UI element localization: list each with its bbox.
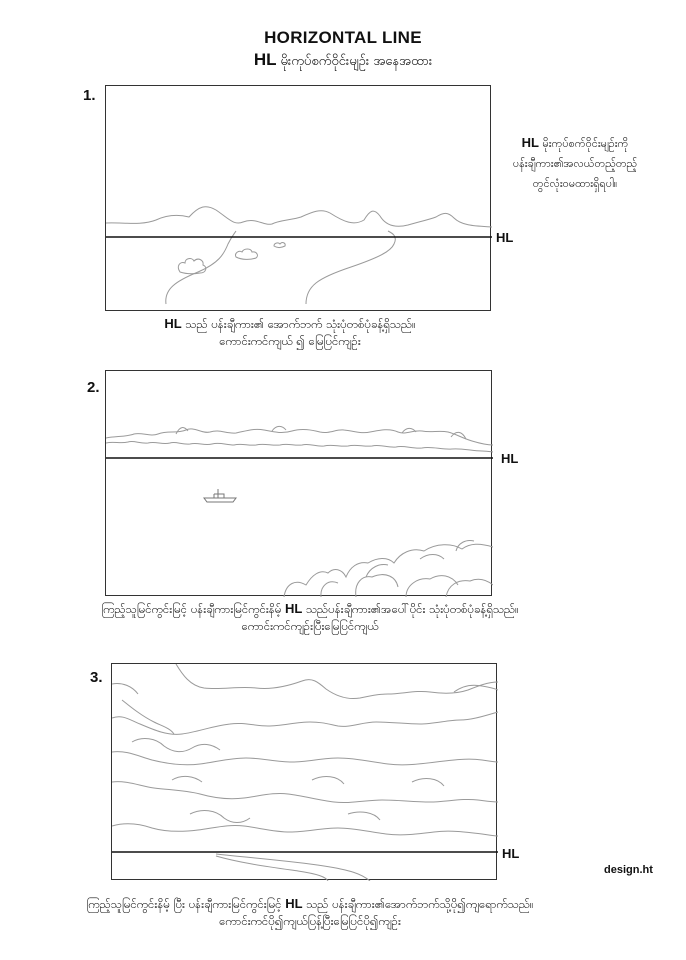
- panel-3-caption-text2: သည် ပန်းချီကား၏အောက်ဘက်သို့ပို၍ကျရောက်သည…: [306, 897, 534, 911]
- panel-3-caption-line2: ကောင်းကင်ပို၍ကျယ်ပြန့်ပြီးမြေပြင်ပို၍ကျဉ…: [219, 914, 401, 928]
- panel-1-caption-text: သည် ပန်းချီကား၏ အောက်ဘက် သုံးပုံတစ်ပုံခန…: [185, 317, 416, 331]
- credit-text: design.ht: [604, 864, 653, 876]
- panel-3-caption-line1: ကြည့်သူမြင်ကွင်းနိမ့် ပြီး ပန်းချီကားမြင…: [30, 895, 590, 913]
- panel-3-cloud-3b: [131, 738, 221, 753]
- panel-1-hl-label: HL: [496, 230, 514, 245]
- panel-3-cloud-3: [112, 751, 498, 766]
- panel-3-cloud-4b: [171, 775, 445, 787]
- panel-1-road-left: [165, 230, 237, 305]
- panel-2-caption-text2: သည်ပန်းချီကား၏အပေါ်ပိုင်း သုံးပုံတစ်ပုံခ…: [305, 602, 519, 616]
- panel-3-cloud-2: [112, 711, 498, 735]
- panel-2-number: 2.: [87, 379, 100, 396]
- panel-3-caption: ကြည့်သူမြင်ကွင်းနိမ့် ပြီး ပန်းချီကားမြင…: [30, 895, 590, 930]
- side-note-hl-prefix: HL: [521, 135, 539, 150]
- panel-1-caption: HL သည် ပန်းချီကား၏ အောက်ဘက် သုံးပုံတစ်ပု…: [80, 315, 500, 350]
- panel-2-treeline: [106, 440, 493, 453]
- panel-2-ridge: [175, 425, 467, 440]
- panel-3-cloud-1b: [112, 683, 139, 695]
- panel-1-shrub-right: [235, 248, 258, 260]
- side-note-line2: ပန်းချီကား၏အလယ်တည့်တည့်: [512, 157, 638, 170]
- panel-2-caption: ကြည့်သူမြင်ကွင်းမြင့် ပန်းချီကားမြင်ကွင်…: [40, 600, 580, 635]
- panel-3-drawing: [111, 663, 498, 881]
- panel-3-cloud-5: [112, 823, 498, 837]
- panel-1-mountains: [106, 206, 492, 228]
- panel-1-number: 1.: [83, 87, 96, 104]
- panel-3-river-bottom: [215, 855, 329, 881]
- panel-2-caption-line2: ကောင်းကင်ကျဉ်းပြီးမြေပြင်ကျယ်: [241, 619, 379, 633]
- panel-3-illustration: [112, 664, 498, 881]
- panel-2-illustration: [106, 425, 493, 597]
- page-title: HORIZONTAL LINE: [264, 28, 422, 47]
- panel-2-caption-text1: ကြည့်သူမြင်ကွင်းမြင့် ပန်းချီကားမြင်ကွင်…: [101, 602, 282, 616]
- panel-2-hills: [106, 428, 493, 446]
- panel-2-caption-hl: HL: [284, 601, 303, 616]
- panel-3-caption-hl: HL: [285, 896, 303, 911]
- side-note: HL မိုးကုပ်စက်ဝိုင်းမျဉ်းကို ပန်းချီကား၏…: [490, 133, 660, 194]
- panel-2-rocks: [283, 540, 493, 597]
- subtitle-hl-prefix: HL: [253, 50, 277, 69]
- panel-3-cloud-wisp: [453, 684, 498, 693]
- subtitle-text: မိုးကုပ်စက်ဝိုင်းမျဉ်း အနေအထား: [280, 54, 433, 69]
- panel-2-drawing: [105, 370, 493, 597]
- panel-3-cloud-1: [175, 664, 498, 699]
- panel-1-road-right: [305, 230, 396, 305]
- panel-2-boat: [203, 489, 237, 503]
- panel-3-cloud-5b: [189, 810, 381, 823]
- panel-1-shrub-left: [177, 258, 207, 275]
- panel-1-illustration: [106, 206, 492, 305]
- panel-1-drawing: [105, 85, 492, 311]
- panel-2-hl-label: HL: [501, 451, 519, 466]
- panel-3-river-top: [215, 853, 371, 881]
- panel-3-caption-text1: ကြည့်သူမြင်ကွင်းနိမ့် ပြီး ပန်းချီကားမြင…: [86, 897, 282, 911]
- page-subtitle: HL မိုးကုပ်စက်ဝိုင်းမျဉ်း အနေအထား: [0, 50, 686, 72]
- panel-3-hl-label: HL: [502, 846, 520, 861]
- panel-1-caption-line2: ကောင်းကင်ကျယ် ၍ မြေပြင်ကျဉ်း: [219, 334, 361, 348]
- side-note-line1: HL မိုးကုပ်စက်ဝိုင်းမျဉ်းကို: [490, 133, 660, 154]
- side-note-text1: မိုးကုပ်စက်ဝိုင်းမျဉ်းကို: [542, 137, 629, 150]
- panel-1-caption-line1: HL သည် ပန်းချီကား၏ အောက်ဘက် သုံးပုံတစ်ပု…: [80, 315, 500, 333]
- side-note-line3: တွင်လုံးဝမထားရှိရပါ။: [532, 177, 618, 190]
- panel-1-caption-hl: HL: [164, 316, 182, 331]
- panel-3-cloud-2b: [121, 699, 175, 735]
- panel-2-caption-line1: ကြည့်သူမြင်ကွင်းမြင့် ပန်းချီကားမြင်ကွင်…: [40, 600, 580, 618]
- panel-3-cloud-4: [112, 781, 498, 804]
- panel-3-number: 3.: [90, 669, 103, 686]
- panel-1-shrub-far: [273, 242, 286, 248]
